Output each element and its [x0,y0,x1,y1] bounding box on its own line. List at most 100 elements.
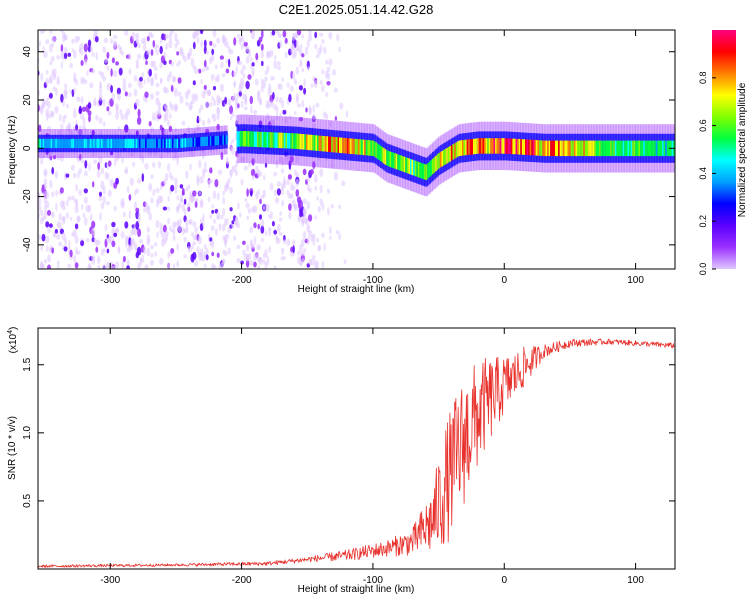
spectrogram-noise-dot [254,78,259,86]
spectrogram-noise-dot [87,264,92,269]
spectrogram-noise-dot [240,69,245,75]
spectrogram-band-core [411,159,414,176]
spectrogram-band-core [641,140,644,157]
spectrogram-noise-dot [251,71,255,77]
spectrogram-noise-dot [177,202,182,209]
spectrogram-noise-dot [78,105,82,114]
spectrogram-band-core [291,133,294,149]
spectrogram-band-core [138,138,142,149]
spectrogram-band-core [320,135,323,152]
spectrogram-band-core [269,132,272,148]
spectrogram-noise-dot [236,244,241,250]
spectrogram-noise-dot [323,242,327,252]
spectrogram-band-core [389,151,392,167]
spectrogram-noise-dot [212,30,217,38]
spectrogram-noise-dot [150,174,154,180]
spectrogram-band-core [632,140,635,157]
spectrogram-y-tick-label: 40 [22,46,33,58]
spectrogram-band-core [123,138,126,149]
spectrogram-band-core [457,141,460,157]
spectrogram-noise-dot [38,197,42,206]
spectrogram-band-core [491,138,495,154]
spectrogram-noise-dot [256,244,261,251]
spectrogram-noise-dot [232,164,237,173]
spectrogram-noise-dot [341,180,346,187]
spectrogram-noise-dot [273,55,277,60]
spectrogram-band-core [63,138,66,149]
spectrogram-noise-dot [66,199,69,207]
spectrogram-noise-dot [339,102,344,110]
spectrogram-noise-dot [98,88,103,94]
spectrogram-noise-dot [115,261,120,269]
spectrogram-noise-dot [102,248,106,254]
spectrogram-noise-dot [216,74,220,83]
spectrogram-noise-dot [146,205,150,210]
spectrogram-band-core [93,138,96,149]
spectrogram-noise-dot [148,121,152,127]
spectrogram-noise-dot [78,125,82,130]
spectrogram-band-core [518,139,521,155]
spectrogram-band-core [74,138,77,149]
spectrogram-noise-dot [253,236,257,245]
spectrogram-noise-dot [187,206,191,212]
spectrogram-band-core [249,131,252,147]
spectrogram-noise-dot [80,95,84,105]
spectrogram-band-core [520,139,523,155]
spectrogram-noise-dot [258,256,263,266]
spectrogram-noise-dot [333,171,339,181]
spectrogram-band-core [466,139,469,155]
spectrogram-noise-dot [203,88,208,94]
snr-x-tick-label: -100 [363,575,383,586]
spectrogram-noise-dot [275,106,279,114]
spectrogram-noise-dot [152,40,156,48]
spectrogram-band-core [618,140,621,157]
spectrogram-noise-dot [87,204,92,213]
spectrogram-band-core [172,138,175,149]
spectrogram-noise-dot [279,112,282,118]
spectrogram-noise-dot [174,127,178,133]
spectrogram-noise-dot [321,232,325,238]
spectrogram-band-core [110,138,113,149]
spectrogram-noise-dot [295,154,299,163]
spectrogram-band-core [507,138,510,154]
spectrogram-noise-dot [241,64,246,71]
spectrogram-noise-dot [146,226,150,233]
spectrogram-band-core [666,140,670,157]
spectrogram-noise-dot [177,223,182,233]
spectrogram-noise-dot [312,237,316,246]
spectrogram-noise-dot [99,191,102,197]
spectrogram-noise-dot [275,160,279,169]
spectrogram-band-core [159,138,162,149]
spectrogram-noise-dot [205,101,209,109]
spectrogram-noise-dot [249,226,254,234]
spectrogram-noise-dot [84,216,88,226]
spectrogram-noise-dot [326,72,331,80]
spectrogram-band-core [450,145,454,161]
spectrogram-y-tick-label: -20 [22,189,33,204]
spectrogram-band-core [219,135,222,145]
spectrogram-band-core [283,132,287,149]
spectrogram-band-core [260,131,263,148]
spectrogram-band-core [129,138,132,149]
spectrogram-band-core [663,140,666,157]
spectrogram-band-core [298,133,301,150]
spectrogram-noise-dot [212,86,217,91]
spectrogram-noise-dot [74,235,79,244]
spectrogram-noise-dot [280,168,285,174]
spectrogram-noise-dot [200,40,203,48]
spectrogram-band-core [506,138,509,154]
spectrogram-noise-dot [262,189,266,198]
spectrogram-noise-dot [151,116,156,121]
spectrogram-band-core [534,140,537,156]
spectrogram-noise-dot [311,113,316,121]
spectrogram-noise-dot [264,229,268,237]
spectrogram-noise-dot [159,195,164,203]
spectrogram-noise-dot [293,78,298,85]
spectrogram-noise-dot [43,210,48,220]
colorbar-gradient [712,30,736,269]
spectrogram-band-core [276,132,279,148]
spectrogram-band-core [134,138,137,149]
spectrogram-band-core [52,138,55,149]
spectrogram-noise-dot [301,99,305,108]
spectrogram-noise-dot [299,59,303,65]
